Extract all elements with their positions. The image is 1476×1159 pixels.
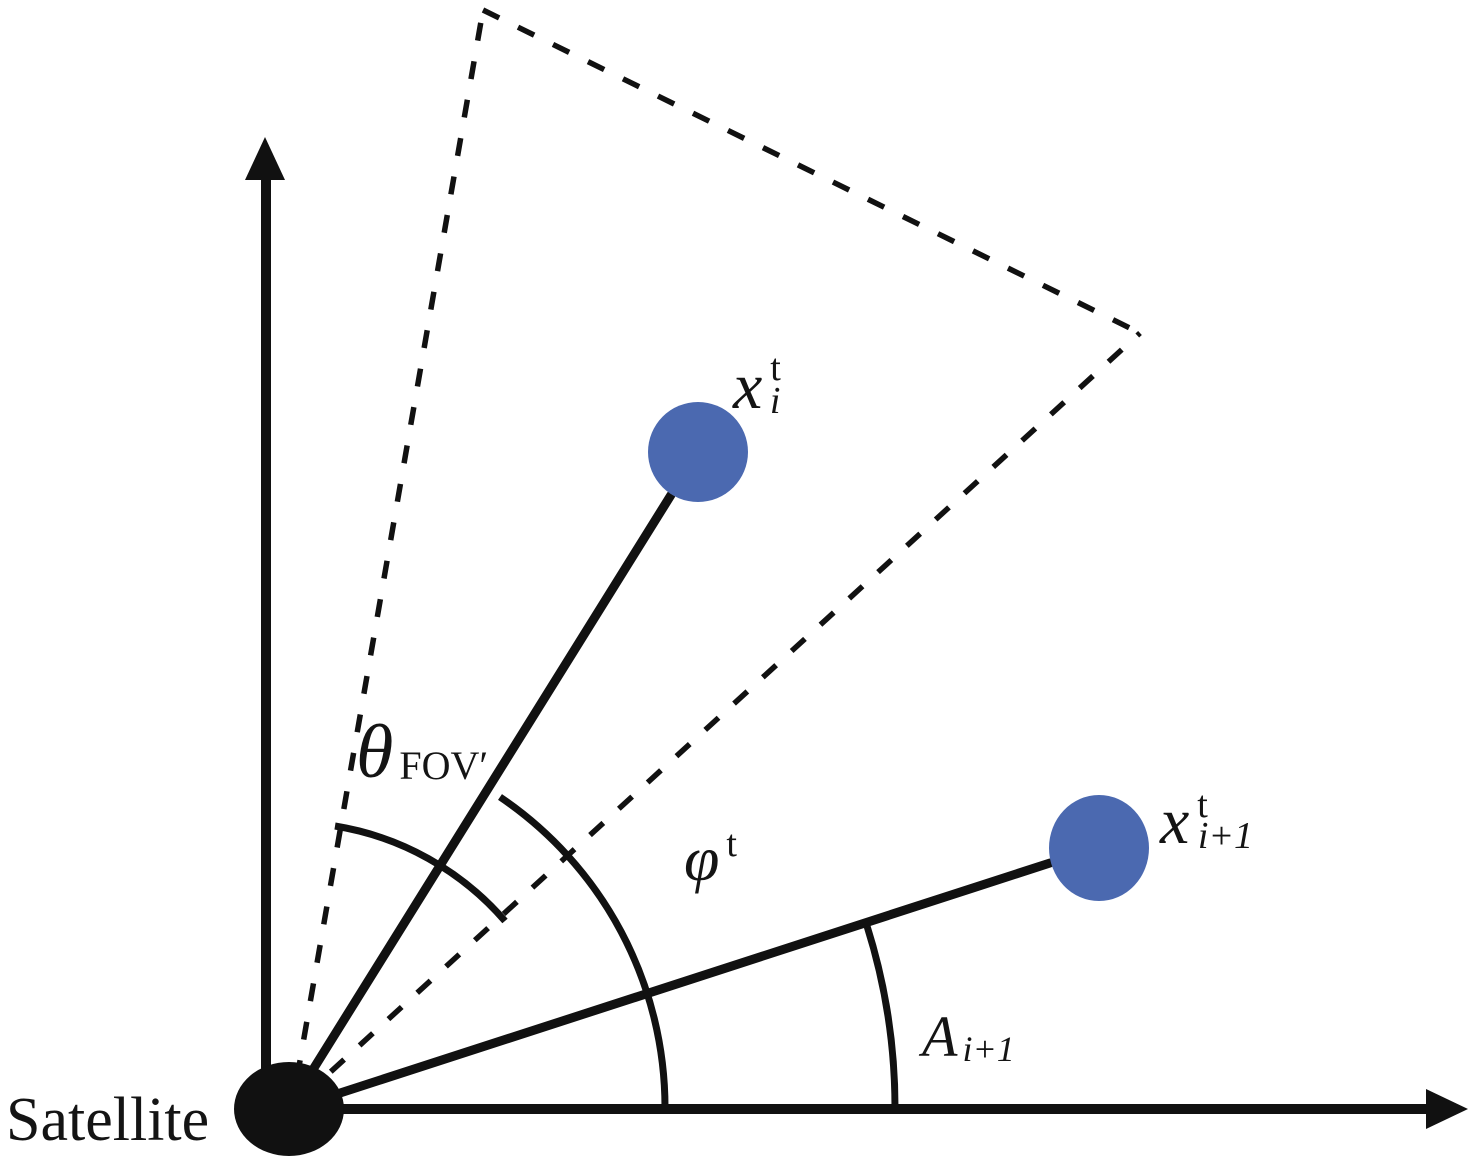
target-i-subscript: i (770, 380, 781, 422)
theta-symbol: θ (356, 710, 393, 794)
los-line-target-i (289, 490, 676, 1105)
target-i1-subscript: i+1 (1198, 815, 1253, 857)
theta-subscript: FOV′ (399, 743, 488, 788)
target-i1-label: x t i+1 (1159, 784, 1253, 858)
satellite-label: Satellite (6, 1086, 209, 1154)
azimuth-symbol: A (918, 1004, 958, 1069)
satellite-dot (234, 1062, 344, 1156)
azimuth-arc (863, 924, 899, 1109)
fov-right-edge-dashed (300, 330, 1142, 1101)
target-i1-point (1049, 795, 1149, 901)
target-i-label: x t i (732, 347, 785, 423)
target-i-point (648, 402, 748, 502)
target-i1-symbol: x (1159, 785, 1189, 858)
phi-symbol: φ (684, 823, 719, 894)
target-i-symbol: x (732, 350, 762, 423)
x-axis-arrowhead (1426, 1089, 1468, 1129)
target-i-superscript: t (770, 347, 781, 389)
phi-arc (498, 794, 669, 1109)
phi-label: φ t (684, 823, 737, 894)
y-axis-arrowhead (245, 137, 285, 180)
azimuth-subscript: i+1 (962, 1029, 1014, 1069)
target-i1-superscript: t (1197, 784, 1208, 826)
fov-top-edge-dashed (481, 7, 1142, 336)
theta-fov-label: θ FOV′ (356, 710, 488, 794)
los-line-target-i1 (295, 858, 1055, 1111)
theta-fov-arc (334, 822, 508, 924)
fov-left-edge-dashed (294, 9, 486, 1079)
azimuth-label: A i+1 (918, 1004, 1015, 1069)
phi-superscript: t (726, 823, 737, 865)
